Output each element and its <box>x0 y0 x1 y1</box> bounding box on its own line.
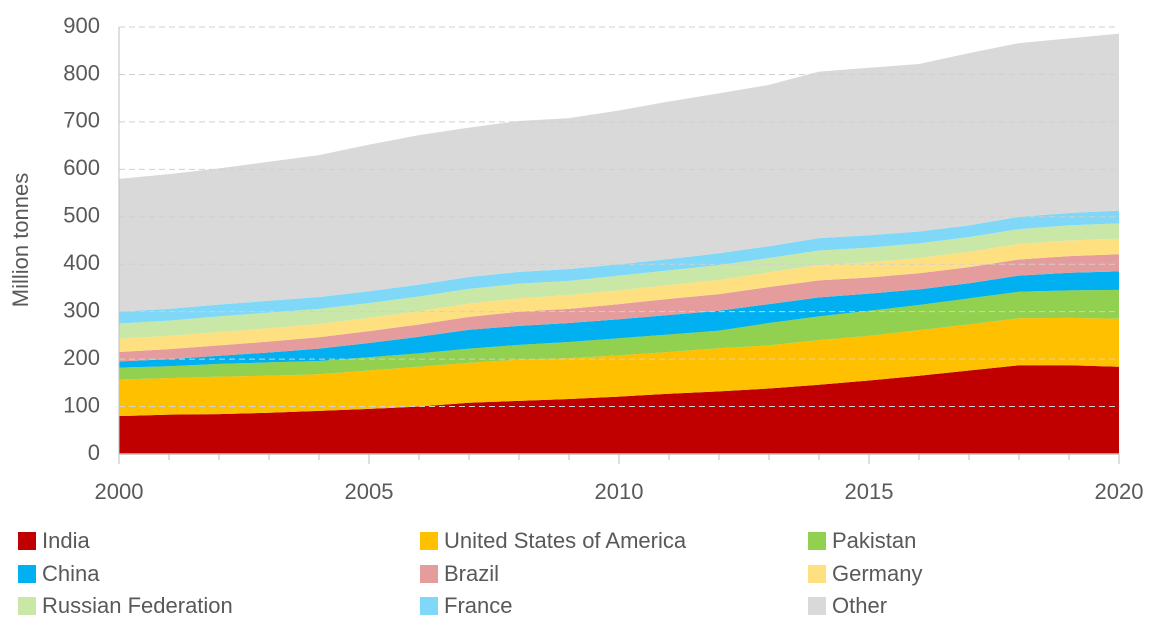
y-tick-label: 200 <box>63 345 100 370</box>
x-tick-label: 2015 <box>845 479 894 504</box>
area <box>119 365 1119 454</box>
legend-label: India <box>42 528 90 553</box>
area <box>119 238 1119 352</box>
legend-swatch <box>808 532 826 550</box>
y-tick-label: 900 <box>63 13 100 38</box>
y-tick-label: 0 <box>88 440 100 465</box>
x-tick-label: 2000 <box>95 479 144 504</box>
legend-label: Pakistan <box>832 528 916 553</box>
area <box>119 33 1119 312</box>
y-tick-label: 400 <box>63 250 100 275</box>
y-tick-label: 300 <box>63 297 100 322</box>
legend-label: Brazil <box>444 561 499 586</box>
y-axis-label: Million tonnes <box>8 173 33 308</box>
legend-swatch <box>18 597 36 615</box>
y-tick-label: 700 <box>63 108 100 133</box>
legend-swatch <box>18 532 36 550</box>
legend-label: Other <box>832 593 887 617</box>
legend-swatch <box>420 597 438 615</box>
y-tick-label: 800 <box>63 60 100 85</box>
y-tick-label: 600 <box>63 155 100 180</box>
area <box>119 254 1119 362</box>
legend-swatch <box>808 565 826 583</box>
legend-swatch <box>420 565 438 583</box>
legend-label: Germany <box>832 561 922 586</box>
area <box>119 317 1119 417</box>
area <box>119 271 1119 368</box>
legend-swatch <box>18 565 36 583</box>
y-tick-label: 100 <box>63 392 100 417</box>
legend-label: France <box>444 593 512 617</box>
legend-swatch <box>808 597 826 615</box>
area <box>119 223 1119 339</box>
area <box>119 210 1119 324</box>
x-tick-label: 2020 <box>1095 479 1144 504</box>
legend-swatch <box>420 532 438 550</box>
legend-label: United States of America <box>444 528 687 553</box>
area <box>119 289 1119 380</box>
y-tick-label: 500 <box>63 203 100 228</box>
x-tick-label: 2005 <box>345 479 394 504</box>
legend-label: Russian Federation <box>42 593 233 617</box>
legend-label: China <box>42 561 100 586</box>
x-tick-label: 2010 <box>595 479 644 504</box>
